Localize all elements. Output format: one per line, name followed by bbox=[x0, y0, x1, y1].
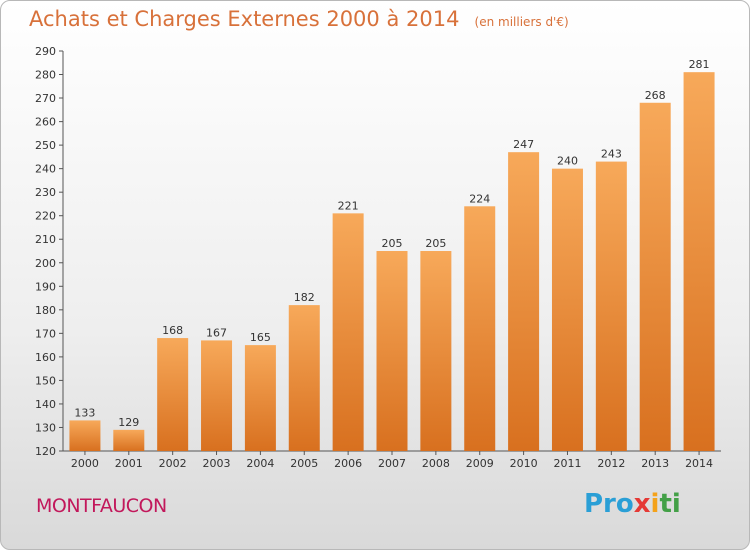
logo-part-3: i bbox=[650, 489, 660, 519]
value-label-2008: 205 bbox=[425, 237, 446, 250]
x-tick-label-2000: 2000 bbox=[71, 457, 99, 470]
y-tick-label: 240 bbox=[35, 163, 56, 176]
value-label-2003: 167 bbox=[206, 326, 227, 339]
y-tick-label: 140 bbox=[35, 398, 56, 411]
x-tick-label-2007: 2007 bbox=[378, 457, 406, 470]
y-tick-label: 270 bbox=[35, 92, 56, 105]
bar-2006 bbox=[332, 213, 364, 451]
logo-part-4: ti bbox=[659, 489, 681, 519]
y-tick-label: 190 bbox=[35, 280, 56, 293]
chart-title: Achats et Charges Externes 2000 à 2014 (… bbox=[29, 7, 569, 31]
value-label-2014: 281 bbox=[689, 58, 710, 71]
unit-note: (en milliers d'€) bbox=[474, 15, 569, 29]
y-tick-label: 260 bbox=[35, 116, 56, 129]
x-tick-label-2013: 2013 bbox=[641, 457, 669, 470]
value-label-2011: 240 bbox=[557, 155, 578, 168]
bar-2011 bbox=[551, 168, 583, 451]
value-label-2000: 133 bbox=[74, 406, 95, 419]
y-tick-label: 230 bbox=[35, 186, 56, 199]
y-tick-label: 280 bbox=[35, 69, 56, 82]
y-tick-label: 150 bbox=[35, 374, 56, 387]
x-tick-label-2011: 2011 bbox=[553, 457, 581, 470]
value-label-2013: 268 bbox=[645, 89, 666, 102]
y-tick-label: 200 bbox=[35, 257, 56, 270]
y-tick-label: 120 bbox=[35, 445, 56, 458]
value-label-2007: 205 bbox=[382, 237, 403, 250]
town-name: MONTFAUCON bbox=[36, 495, 167, 517]
x-tick-label-2003: 2003 bbox=[203, 457, 231, 470]
bar-2014 bbox=[683, 72, 715, 452]
value-label-2004: 165 bbox=[250, 331, 271, 344]
logo-part-2: x bbox=[633, 489, 651, 519]
value-label-2009: 224 bbox=[469, 192, 490, 205]
y-tick-label: 220 bbox=[35, 210, 56, 223]
y-tick-label: 180 bbox=[35, 304, 56, 317]
y-tick-label: 290 bbox=[35, 45, 56, 58]
x-tick-label-2006: 2006 bbox=[334, 457, 362, 470]
bar-2009 bbox=[464, 206, 496, 451]
x-tick-label-2002: 2002 bbox=[159, 457, 187, 470]
bar-2008 bbox=[420, 251, 452, 451]
y-tick-label: 170 bbox=[35, 327, 56, 340]
proxiti-logo: Proxiti bbox=[584, 489, 681, 519]
title-text: Achats et Charges Externes 2000 à 2014 bbox=[29, 7, 460, 31]
x-tick-label-2001: 2001 bbox=[115, 457, 143, 470]
value-label-2010: 247 bbox=[513, 138, 534, 151]
x-tick-label-2010: 2010 bbox=[510, 457, 538, 470]
bar-2003 bbox=[201, 340, 233, 451]
value-label-2005: 182 bbox=[294, 291, 315, 304]
x-tick-label-2008: 2008 bbox=[422, 457, 450, 470]
bar-2004 bbox=[244, 345, 276, 451]
bar-2002 bbox=[157, 338, 189, 451]
logo-part-1: Pro bbox=[584, 489, 634, 519]
value-label-2012: 243 bbox=[601, 148, 622, 161]
x-tick-label-2012: 2012 bbox=[597, 457, 625, 470]
bar-2010 bbox=[508, 152, 540, 452]
value-label-2001: 129 bbox=[118, 416, 139, 429]
y-tick-label: 250 bbox=[35, 139, 56, 152]
value-label-2002: 168 bbox=[162, 324, 183, 337]
bar-2007 bbox=[376, 251, 408, 451]
y-tick-label: 160 bbox=[35, 351, 56, 364]
bar-2013 bbox=[639, 102, 671, 451]
x-tick-label-2004: 2004 bbox=[246, 457, 274, 470]
x-tick-label-2005: 2005 bbox=[290, 457, 318, 470]
value-label-2006: 221 bbox=[338, 199, 359, 212]
bar-2001 bbox=[113, 429, 145, 451]
bar-2005 bbox=[288, 305, 320, 451]
x-tick-label-2009: 2009 bbox=[466, 457, 494, 470]
x-tick-label-2014: 2014 bbox=[685, 457, 713, 470]
bar-2012 bbox=[595, 161, 627, 451]
y-tick-label: 210 bbox=[35, 233, 56, 246]
y-tick-label: 130 bbox=[35, 421, 56, 434]
bar-2000 bbox=[69, 420, 101, 451]
